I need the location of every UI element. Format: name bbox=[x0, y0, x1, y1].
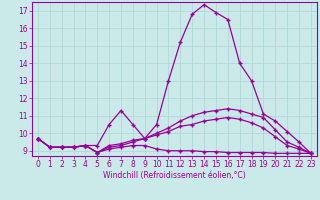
X-axis label: Windchill (Refroidissement éolien,°C): Windchill (Refroidissement éolien,°C) bbox=[103, 171, 246, 180]
